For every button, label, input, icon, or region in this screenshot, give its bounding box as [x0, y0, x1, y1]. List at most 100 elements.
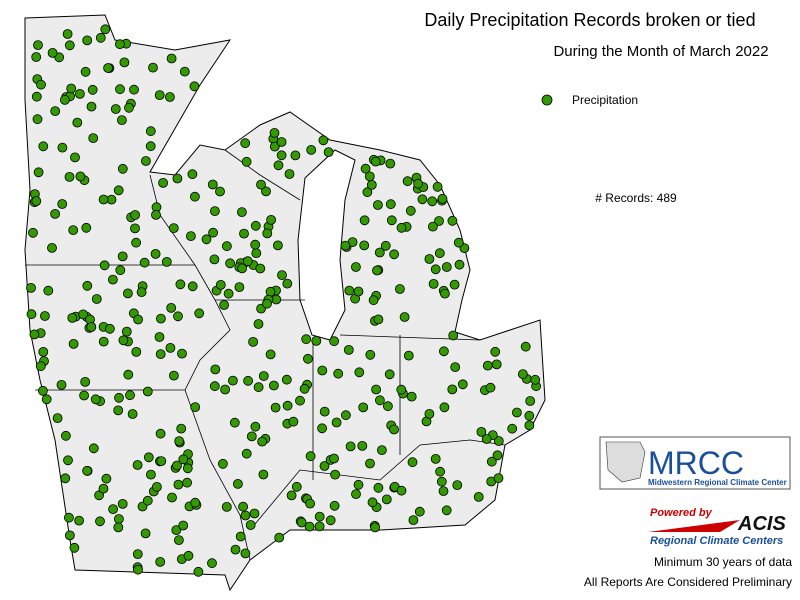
station-dot	[98, 336, 109, 347]
station-dot	[175, 279, 186, 290]
station-dot	[243, 375, 254, 386]
station-dot	[176, 423, 187, 434]
station-dot	[240, 510, 251, 521]
station-dot	[396, 222, 407, 233]
station-dot	[101, 473, 112, 484]
station-dot	[100, 24, 111, 35]
station-dot	[67, 312, 78, 323]
station-dot	[201, 234, 212, 245]
station-dot	[131, 237, 142, 248]
border	[224, 149, 301, 201]
station-dot	[276, 137, 287, 147]
station-dot	[90, 394, 101, 405]
station-dot	[331, 417, 342, 428]
station-dot	[317, 365, 328, 376]
station-dot	[353, 479, 364, 490]
station-dot	[241, 448, 252, 459]
station-dot	[282, 400, 293, 411]
station-dot	[385, 158, 396, 169]
station-dot	[70, 152, 80, 163]
station-dot	[60, 473, 71, 484]
station-dot	[86, 322, 97, 332]
station-dot	[174, 436, 185, 447]
station-dot	[47, 48, 58, 58]
station-dot	[253, 319, 264, 329]
station-dot	[60, 95, 70, 105]
station-dot	[41, 394, 52, 405]
station-dot	[38, 141, 49, 152]
station-dot	[40, 311, 50, 321]
station-dot	[408, 515, 419, 525]
station-dot	[441, 262, 452, 272]
station-dot	[239, 228, 249, 239]
mrcc-logo: MRCC Midwestern Regional Climate Center	[599, 436, 791, 490]
station-dot	[424, 408, 435, 419]
station-dot	[481, 434, 492, 444]
station-dot	[301, 334, 312, 345]
station-dot	[304, 521, 315, 532]
station-dot	[413, 178, 424, 189]
station-dot	[215, 279, 226, 290]
station-dot	[154, 90, 165, 100]
station-dot	[136, 287, 147, 298]
station-dot	[396, 485, 407, 496]
station-dot	[453, 237, 464, 248]
station-dot	[439, 288, 450, 299]
station-dot	[28, 227, 38, 238]
station-dot	[507, 423, 518, 434]
station-dot	[80, 376, 91, 387]
station-dot	[167, 492, 177, 503]
station-dot	[253, 382, 264, 393]
station-dot	[311, 335, 322, 346]
station-dot	[296, 517, 307, 528]
station-dot	[123, 288, 133, 299]
station-dot	[262, 298, 272, 309]
station-dot	[249, 508, 260, 519]
station-dot	[276, 150, 287, 161]
station-dot	[384, 369, 395, 380]
station-dot	[95, 32, 106, 43]
station-dot	[241, 156, 252, 167]
station-dot	[399, 312, 410, 322]
station-dot	[434, 216, 444, 226]
station-dot	[209, 206, 220, 217]
station-dot	[240, 138, 251, 149]
station-dot	[98, 194, 109, 205]
station-dot	[424, 254, 435, 264]
station-dot	[72, 117, 83, 128]
station-dot	[95, 516, 105, 527]
station-dot	[57, 142, 68, 153]
station-dot	[382, 401, 393, 412]
station-dot	[265, 349, 276, 360]
station-dot	[330, 469, 341, 480]
station-dot	[372, 265, 382, 276]
station-dot	[269, 141, 280, 152]
border	[184, 264, 231, 391]
station-dot	[314, 521, 325, 532]
station-dot	[359, 215, 370, 226]
station-dot	[38, 346, 49, 357]
station-dot	[258, 371, 269, 381]
station-dot	[125, 390, 135, 401]
station-dot	[118, 335, 129, 346]
border	[339, 334, 481, 341]
station-dot	[217, 458, 228, 469]
station-dot	[156, 456, 167, 467]
station-dot	[396, 384, 407, 395]
station-dot	[29, 329, 40, 340]
station-dot	[520, 341, 531, 352]
station-dot	[80, 66, 91, 77]
station-dot	[441, 505, 452, 516]
station-dot	[250, 421, 261, 432]
station-dot	[26, 282, 36, 293]
station-dot	[407, 457, 418, 468]
station-dot	[108, 274, 118, 285]
station-dot	[140, 156, 151, 166]
station-dot	[274, 532, 285, 543]
station-dot	[108, 504, 118, 515]
station-dot	[371, 384, 382, 395]
station-dot	[238, 501, 249, 512]
station-dot	[269, 127, 280, 138]
acis-text: ACIS	[737, 513, 786, 535]
station-dot	[50, 208, 60, 219]
